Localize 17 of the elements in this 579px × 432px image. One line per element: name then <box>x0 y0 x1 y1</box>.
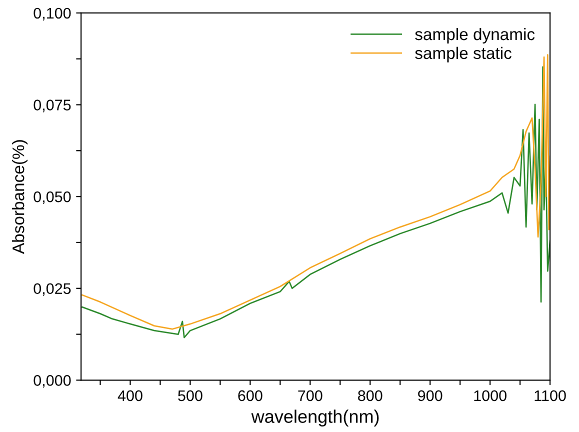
x-tick-label: 800 <box>358 390 382 402</box>
y-tick-label: 0,000 <box>34 375 71 388</box>
y-tick-label: 0,025 <box>34 283 71 296</box>
legend-label: sample static <box>415 46 512 62</box>
x-tick-label: 1000 <box>474 390 506 402</box>
y-tick-label: 0,100 <box>34 8 71 20</box>
y-axis-title: Absorbance(%) <box>12 140 28 254</box>
y-tick-label: 0,075 <box>34 100 71 112</box>
x-tick-label: 400 <box>118 390 142 402</box>
x-tick-label: 600 <box>238 390 262 402</box>
x-tick-label: 700 <box>298 390 322 402</box>
y-tick-label: 0,050 <box>34 191 71 204</box>
x-axis-title: wavelength(nm) <box>251 410 379 427</box>
x-tick-label: 900 <box>418 390 442 402</box>
legend-label: sample dynamic <box>415 28 535 44</box>
x-tick-label: 1100 <box>534 390 566 402</box>
x-tick-label: 500 <box>178 390 202 402</box>
